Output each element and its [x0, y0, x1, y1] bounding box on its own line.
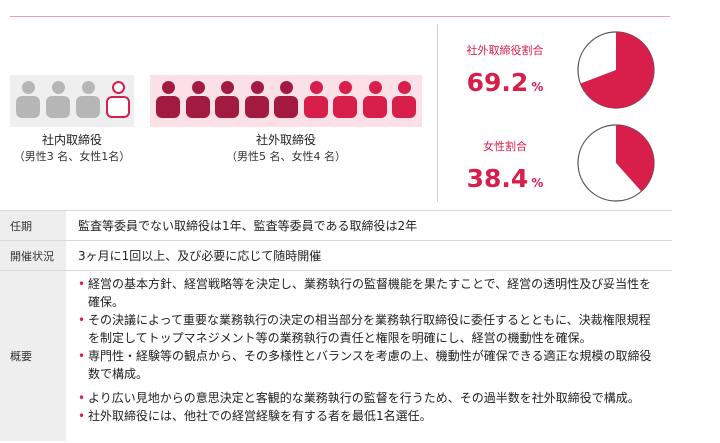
top-divider	[10, 16, 670, 17]
outside-ratio-slice	[580, 32, 655, 108]
outside-ratio-label: 社外取締役割合	[466, 44, 544, 57]
person-icon	[76, 81, 100, 121]
insider-icons-panel	[10, 75, 134, 127]
vertical-divider	[437, 24, 438, 202]
term-header: 任期	[0, 211, 66, 241]
person-icon	[392, 81, 416, 121]
overview-row: 概要 経営の基本方針、経営戦略等を決定し、業務執行の監督機能を果たすことで、経営…	[0, 270, 672, 441]
overview-item: 社外取締役には、他社での経営経験を有する者を最低1名選任。	[78, 407, 662, 425]
insider-label: 社内取締役	[41, 133, 102, 147]
person-icon	[46, 81, 70, 121]
female-ratio-label: 女性割合	[483, 140, 527, 153]
overview-item: その決議によって重要な業務執行の決定の相当部分を業務執行取締役に委任するとともに…	[78, 311, 662, 347]
overview-content: 経営の基本方針、経営戦略等を決定し、業務執行の監督機能を果たすことで、経営の透明…	[78, 275, 662, 425]
person-icon	[303, 81, 328, 121]
person-icon	[274, 81, 298, 121]
person-icon	[16, 81, 40, 121]
person-icon	[362, 81, 387, 121]
overview-item: 専門性・経験等の観点から、その多様性とバランスを考慮の上、機動性が確保できる適正…	[78, 347, 662, 383]
meeting-row: 開催状況 3ヶ月に1回以上、及び必要に応じて随時開催	[0, 240, 672, 271]
outsider-label: 社外取締役	[255, 133, 316, 147]
outsider-breakdown: （男性5 名、女性4 名）	[226, 150, 346, 163]
overview-item: 経営の基本方針、経営戦略等を決定し、業務執行の監督機能を果たすことで、経営の透明…	[78, 275, 662, 311]
overview-header: 概要	[0, 271, 66, 441]
person-icon	[244, 81, 269, 121]
outsider-icons-panel	[150, 75, 422, 127]
person-icon	[185, 81, 210, 121]
female-ratio-value: 38.4%	[466, 164, 544, 193]
meeting-text: 3ヶ月に1回以上、及び必要に応じて随時開催	[78, 249, 322, 263]
person-icon	[156, 81, 180, 121]
term-row: 任期 監査等委員でない取締役は1年、監査等委員である取締役は2年	[0, 210, 672, 241]
female-ratio-pie	[577, 124, 655, 202]
overview-list: 経営の基本方針、経営戦略等を決定し、業務執行の監督機能を果たすことで、経営の透明…	[78, 275, 662, 425]
outside-ratio-pie	[577, 31, 655, 109]
person-icon	[106, 81, 130, 121]
meeting-header: 開催状況	[0, 241, 66, 271]
term-text: 監査等委員でない取締役は1年、監査等委員である取締役は2年	[78, 219, 418, 233]
female-ratio-slice	[616, 125, 655, 192]
person-icon	[215, 81, 239, 121]
outside-ratio-value: 69.2%	[466, 68, 544, 97]
insider-breakdown: （男性3 名、女性1名）	[13, 150, 131, 163]
overview-item: より広い見地からの意思決定と客観的な業務執行の監督を行うため、その過半数を社外取…	[78, 389, 662, 407]
person-icon	[333, 81, 357, 121]
